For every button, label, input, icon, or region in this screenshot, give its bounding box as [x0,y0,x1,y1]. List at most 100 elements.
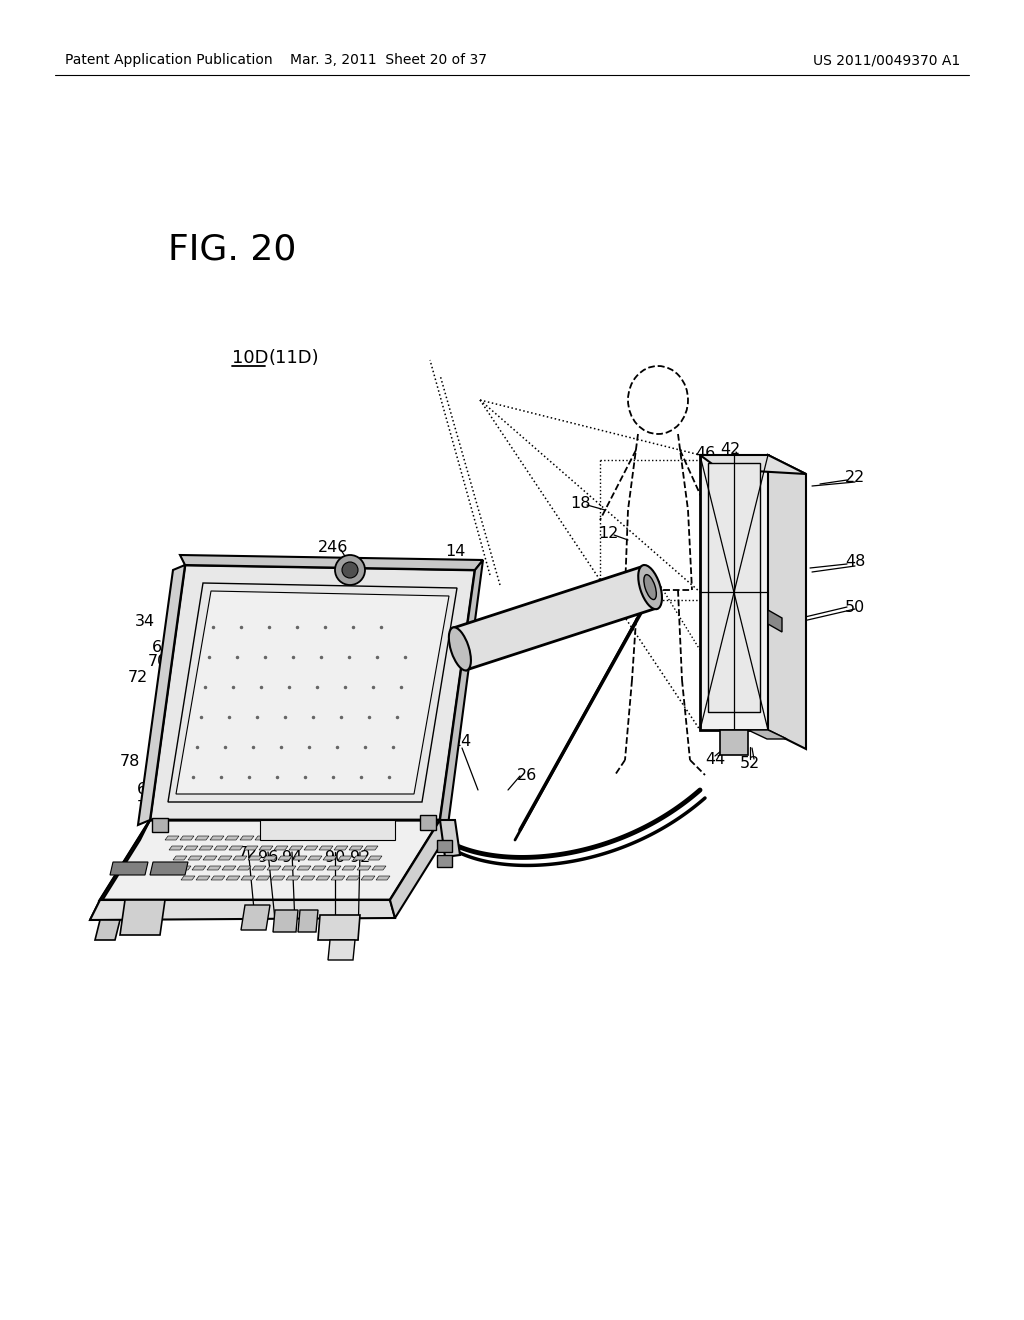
Text: (11D): (11D) [269,348,319,367]
Polygon shape [188,855,202,861]
Circle shape [335,554,365,585]
Polygon shape [768,610,782,632]
Circle shape [342,562,358,578]
Polygon shape [285,836,299,840]
Text: 28: 28 [423,693,443,708]
Polygon shape [271,876,285,880]
Polygon shape [222,866,236,870]
Text: 52: 52 [740,755,760,771]
Polygon shape [260,820,395,840]
Text: 62: 62 [137,783,157,797]
Text: 14: 14 [444,544,465,558]
Polygon shape [282,866,296,870]
Text: 96: 96 [258,850,279,866]
Text: 42: 42 [720,442,740,458]
Text: 74: 74 [388,651,409,665]
Polygon shape [90,900,395,920]
Polygon shape [720,730,748,755]
Text: 50: 50 [845,599,865,615]
Polygon shape [708,463,760,711]
Polygon shape [110,862,148,875]
Text: 78: 78 [137,800,158,816]
Polygon shape [700,455,806,474]
Polygon shape [437,840,452,851]
Polygon shape [259,846,273,850]
Polygon shape [316,876,330,880]
Polygon shape [278,855,292,861]
Text: 26: 26 [517,768,538,784]
Polygon shape [327,866,341,870]
Polygon shape [376,876,390,880]
Polygon shape [372,866,386,870]
Polygon shape [184,846,198,850]
Polygon shape [150,862,188,875]
Text: 48: 48 [845,554,865,569]
Polygon shape [267,866,281,870]
Polygon shape [168,583,457,803]
Polygon shape [319,846,333,850]
Polygon shape [312,866,326,870]
Polygon shape [120,900,165,935]
Text: 90: 90 [325,850,345,866]
Polygon shape [453,566,657,669]
Text: 44: 44 [705,752,725,767]
Polygon shape [226,876,240,880]
Polygon shape [180,836,194,840]
Text: 72: 72 [128,671,148,685]
Polygon shape [193,866,206,870]
Polygon shape [152,818,168,832]
Polygon shape [233,855,247,861]
Polygon shape [342,866,356,870]
Polygon shape [199,846,213,850]
Polygon shape [203,855,217,861]
Polygon shape [437,855,452,867]
Text: 76: 76 [172,623,193,638]
Polygon shape [210,836,224,840]
Text: 60: 60 [152,639,172,655]
Text: 86: 86 [410,751,430,766]
Polygon shape [700,455,768,730]
Polygon shape [95,920,120,940]
Polygon shape [255,836,269,840]
Polygon shape [297,866,311,870]
Text: US 2011/0049370 A1: US 2011/0049370 A1 [813,53,961,67]
Ellipse shape [449,627,471,671]
Polygon shape [176,591,449,795]
Text: 34: 34 [135,615,155,630]
Polygon shape [334,846,348,850]
Polygon shape [237,866,251,870]
Polygon shape [138,565,185,825]
Polygon shape [241,876,255,880]
Text: 78: 78 [120,755,140,770]
Polygon shape [361,876,375,880]
Polygon shape [274,846,288,850]
Polygon shape [180,554,483,570]
Polygon shape [256,876,270,880]
Text: Mar. 3, 2011  Sheet 20 of 37: Mar. 3, 2011 Sheet 20 of 37 [290,53,486,67]
Text: 64: 64 [184,590,204,605]
Polygon shape [207,866,221,870]
Polygon shape [315,836,329,840]
Polygon shape [364,846,378,850]
Polygon shape [345,836,359,840]
Polygon shape [308,855,322,861]
Polygon shape [360,836,374,840]
Polygon shape [368,855,382,861]
Polygon shape [211,876,225,880]
Polygon shape [300,836,314,840]
Polygon shape [440,820,460,857]
Text: 92: 92 [350,850,370,866]
Polygon shape [328,940,355,960]
Polygon shape [323,855,337,861]
Polygon shape [214,846,228,850]
Text: 94: 94 [282,850,302,866]
Polygon shape [252,866,266,870]
Polygon shape [349,846,362,850]
Text: Patent Application Publication: Patent Application Publication [65,53,272,67]
Polygon shape [263,855,278,861]
Polygon shape [150,565,475,820]
Ellipse shape [638,565,662,610]
Polygon shape [346,876,360,880]
Polygon shape [331,876,345,880]
Polygon shape [298,909,318,932]
